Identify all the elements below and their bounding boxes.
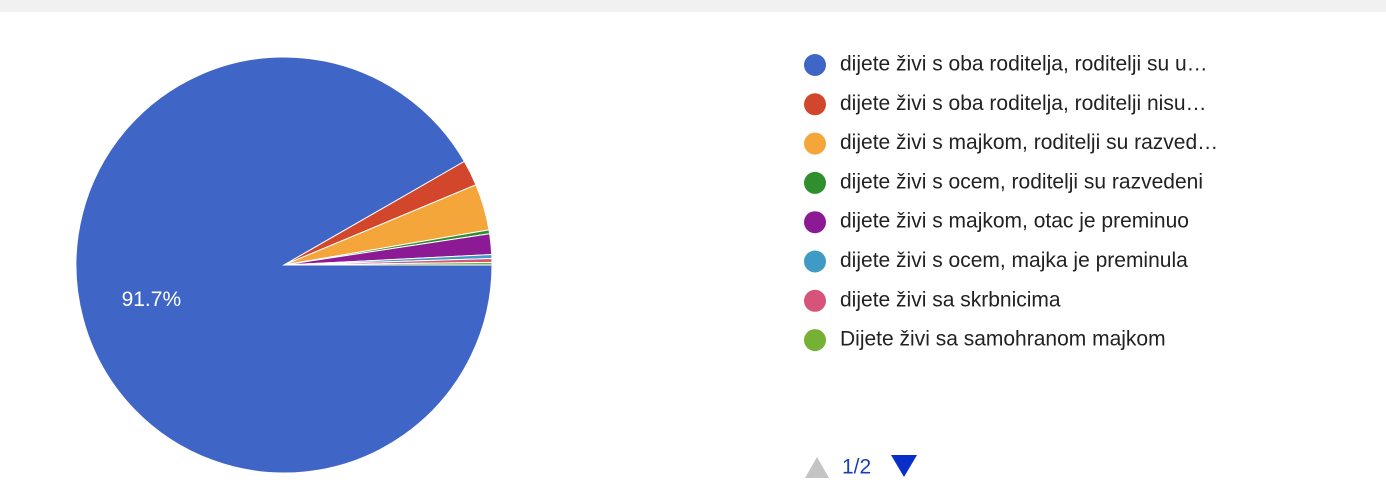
legend-swatch [804,329,826,352]
legend-swatch [804,289,826,312]
legend-swatch [804,250,826,273]
legend-swatch [804,211,826,234]
slice-label: 91.7% [122,288,182,311]
legend-label: dijete živi s ocem, majka je preminula [840,249,1188,272]
legend-label: dijete živi sa skrbnicima [840,288,1061,311]
legend: dijete živi s oba roditelja, roditelji s… [804,53,1218,352]
legend-label: dijete živi s ocem, roditelji su razvede… [840,170,1203,193]
next-page[interactable] [891,455,917,477]
page-indicator: 1/2 [842,456,871,479]
legend-label: dijete živi s majkom, otac je preminuo [840,210,1189,233]
legend-swatch [804,132,826,155]
legend-swatch [804,93,826,116]
legend-label: dijete živi s majkom, roditelji su razve… [840,131,1218,154]
legend-label: Dijete živi sa samohranom majkom [840,328,1166,351]
prev-page[interactable] [805,457,829,478]
pie: 91.7% [75,56,493,474]
legend-swatch [804,171,826,194]
legend-label: dijete živi s oba roditelja, roditelji s… [840,53,1208,76]
pie-slice [75,56,493,474]
pie-slice [283,261,493,266]
legend-swatch [804,54,826,76]
legend-label: dijete živi s oba roditelja, roditelji n… [840,92,1207,115]
